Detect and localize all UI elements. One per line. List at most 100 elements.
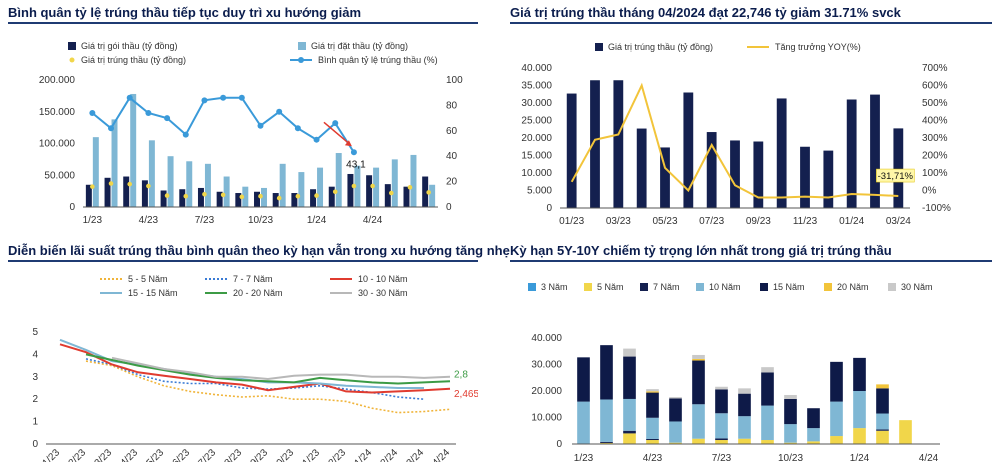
x-tick-label: 03/24 [886, 216, 911, 227]
bar-package-value [403, 186, 410, 207]
y-right-tick-label: 40 [446, 151, 458, 162]
x-tick-label: 3/24 [405, 447, 427, 462]
x-tick-label: 4/23 [139, 215, 159, 226]
legend-swatch [760, 283, 768, 291]
y-left-tick-label: 40.000 [521, 63, 552, 74]
panel-title: Giá trị trúng thầu tháng 04/2024 đạt 22,… [510, 5, 901, 20]
y-tick-label: 40.000 [531, 333, 562, 344]
x-tick-label: 05/23 [652, 216, 677, 227]
annotation-label: -31,71% [878, 171, 914, 182]
title-rule [510, 260, 992, 262]
x-tick-label: 4/24 [919, 453, 939, 462]
stacked-bar-segment [738, 393, 751, 417]
panel-title: Diễn biến lãi suất trúng thầu bình quân … [8, 243, 510, 258]
stacked-bar-segment [830, 361, 843, 402]
dot-winning-value [108, 181, 114, 186]
stacked-bar-segment [807, 428, 820, 442]
y-tick-label: 20.000 [531, 386, 562, 397]
y-left-tick-label: 25.000 [521, 116, 552, 127]
y-tick-label: 5 [32, 327, 38, 338]
line-10-10-y [59, 343, 451, 394]
x-tick-label: 5/23 [145, 447, 167, 462]
y-tick-label: 2 [32, 394, 38, 405]
panel-tenor-structure: Kỳ hạn 5Y-10Y chiếm tỷ trọng lớn nhất tr… [510, 238, 992, 462]
bar-package-value [422, 176, 429, 207]
stacked-bar-segment [669, 421, 682, 443]
y-left-tick-label: 5.000 [527, 186, 552, 197]
legend-swatch [696, 283, 704, 291]
y-tick-label: 3 [32, 372, 38, 383]
x-tick-label: 1/23 [41, 447, 63, 462]
x-tick-label: 8/23 [223, 447, 245, 462]
stacked-bar-segment [623, 356, 636, 399]
title-rule [8, 260, 478, 262]
x-tick-label: 01/23 [559, 216, 584, 227]
stacked-bar-segment [876, 413, 889, 430]
stacked-bar-segment [600, 441, 613, 443]
y-left-tick-label: 0 [69, 202, 75, 213]
y-right-tick-label: 60 [446, 126, 458, 137]
stacked-bar-segment [738, 416, 751, 439]
point-avg-ratio [201, 97, 208, 104]
x-tick-label: 01/24 [839, 216, 864, 227]
legend-label: 10 - 10 Năm [358, 274, 408, 284]
stacked-bar-segment [761, 440, 774, 444]
bar-bid-value [186, 161, 193, 207]
bar-package-value [141, 180, 148, 207]
bar-bid-value [92, 137, 99, 207]
y-left-tick-label: 30.000 [521, 98, 552, 109]
legend-swatch [595, 43, 603, 51]
chart-bid-ratio: Giá trị gói thầu (tỷ đồng) Giá trị đặt th… [39, 41, 463, 226]
x-tick-label: 1/23 [83, 215, 103, 226]
x-tick-label: 2/23 [67, 447, 89, 462]
stacked-bar-segment [807, 441, 820, 444]
x-tick-label: 4/24 [431, 447, 453, 462]
x-tick-label: 4/23 [119, 447, 141, 462]
stacked-bar-segment [623, 398, 636, 431]
dot-winning-value [370, 183, 375, 189]
x-tick-label: 4/23 [643, 453, 663, 462]
y-left-tick-label: 20.000 [521, 133, 552, 144]
bar-winning-value [776, 98, 787, 208]
point-avg-ratio [313, 136, 320, 143]
x-tick-label: 12/23 [323, 447, 349, 462]
dot-winning-value [295, 193, 301, 199]
bar-bid-value [391, 159, 398, 207]
dot-winning-value [146, 183, 151, 189]
dot-winning-value [314, 193, 319, 198]
x-tick-label: 1/24 [307, 215, 327, 226]
dot-winning-value [332, 189, 338, 195]
stacked-bar-segment [784, 398, 797, 425]
bar-package-value [384, 184, 391, 207]
panel-bid-ratio: Bình quân tỷ lệ trúng thầu tiếp tục duy … [8, 0, 478, 232]
legend-swatch [298, 57, 304, 63]
legend-label: 3 Năm [541, 282, 568, 292]
line-yoy-growth [570, 82, 899, 199]
legend-swatch [640, 283, 648, 291]
x-tick-label: 03/23 [606, 216, 631, 227]
legend-label: 7 - 7 Năm [233, 274, 273, 284]
stacked-bar-segment [692, 354, 705, 359]
y-left-tick-label: 50.000 [44, 170, 75, 181]
legend-label: 5 Năm [597, 282, 624, 292]
dot-winning-value [90, 184, 95, 189]
y-right-tick-label: 80 [446, 100, 458, 111]
stacked-bar-segment [669, 442, 682, 444]
y-right-tick-label: 700% [922, 63, 948, 74]
stacked-bar-segment [899, 420, 912, 444]
stacked-bar-segment [715, 389, 728, 414]
bar-winning-value [636, 128, 647, 208]
bar-package-value [197, 187, 204, 207]
legend-label: Tăng trưởng YOY(%) [775, 42, 861, 52]
stacked-bar-segment [784, 394, 797, 399]
line-30-30-y [111, 356, 451, 381]
annotation-arrow [323, 121, 351, 145]
stacked-bar-segment [715, 413, 728, 439]
bar-package-value [235, 193, 242, 207]
chart-rates: 5 - 5 Năm 7 - 7 Năm 10 - 10 Năm 15 - 15 Năm… [32, 274, 478, 462]
panel-rates: Diễn biến lãi suất trúng thầu bình quân … [8, 238, 510, 462]
x-tick-label: 7/23 [712, 453, 732, 462]
point-avg-ratio [350, 149, 357, 156]
stacked-bar-segment [692, 358, 705, 361]
bar-package-value [216, 191, 223, 207]
